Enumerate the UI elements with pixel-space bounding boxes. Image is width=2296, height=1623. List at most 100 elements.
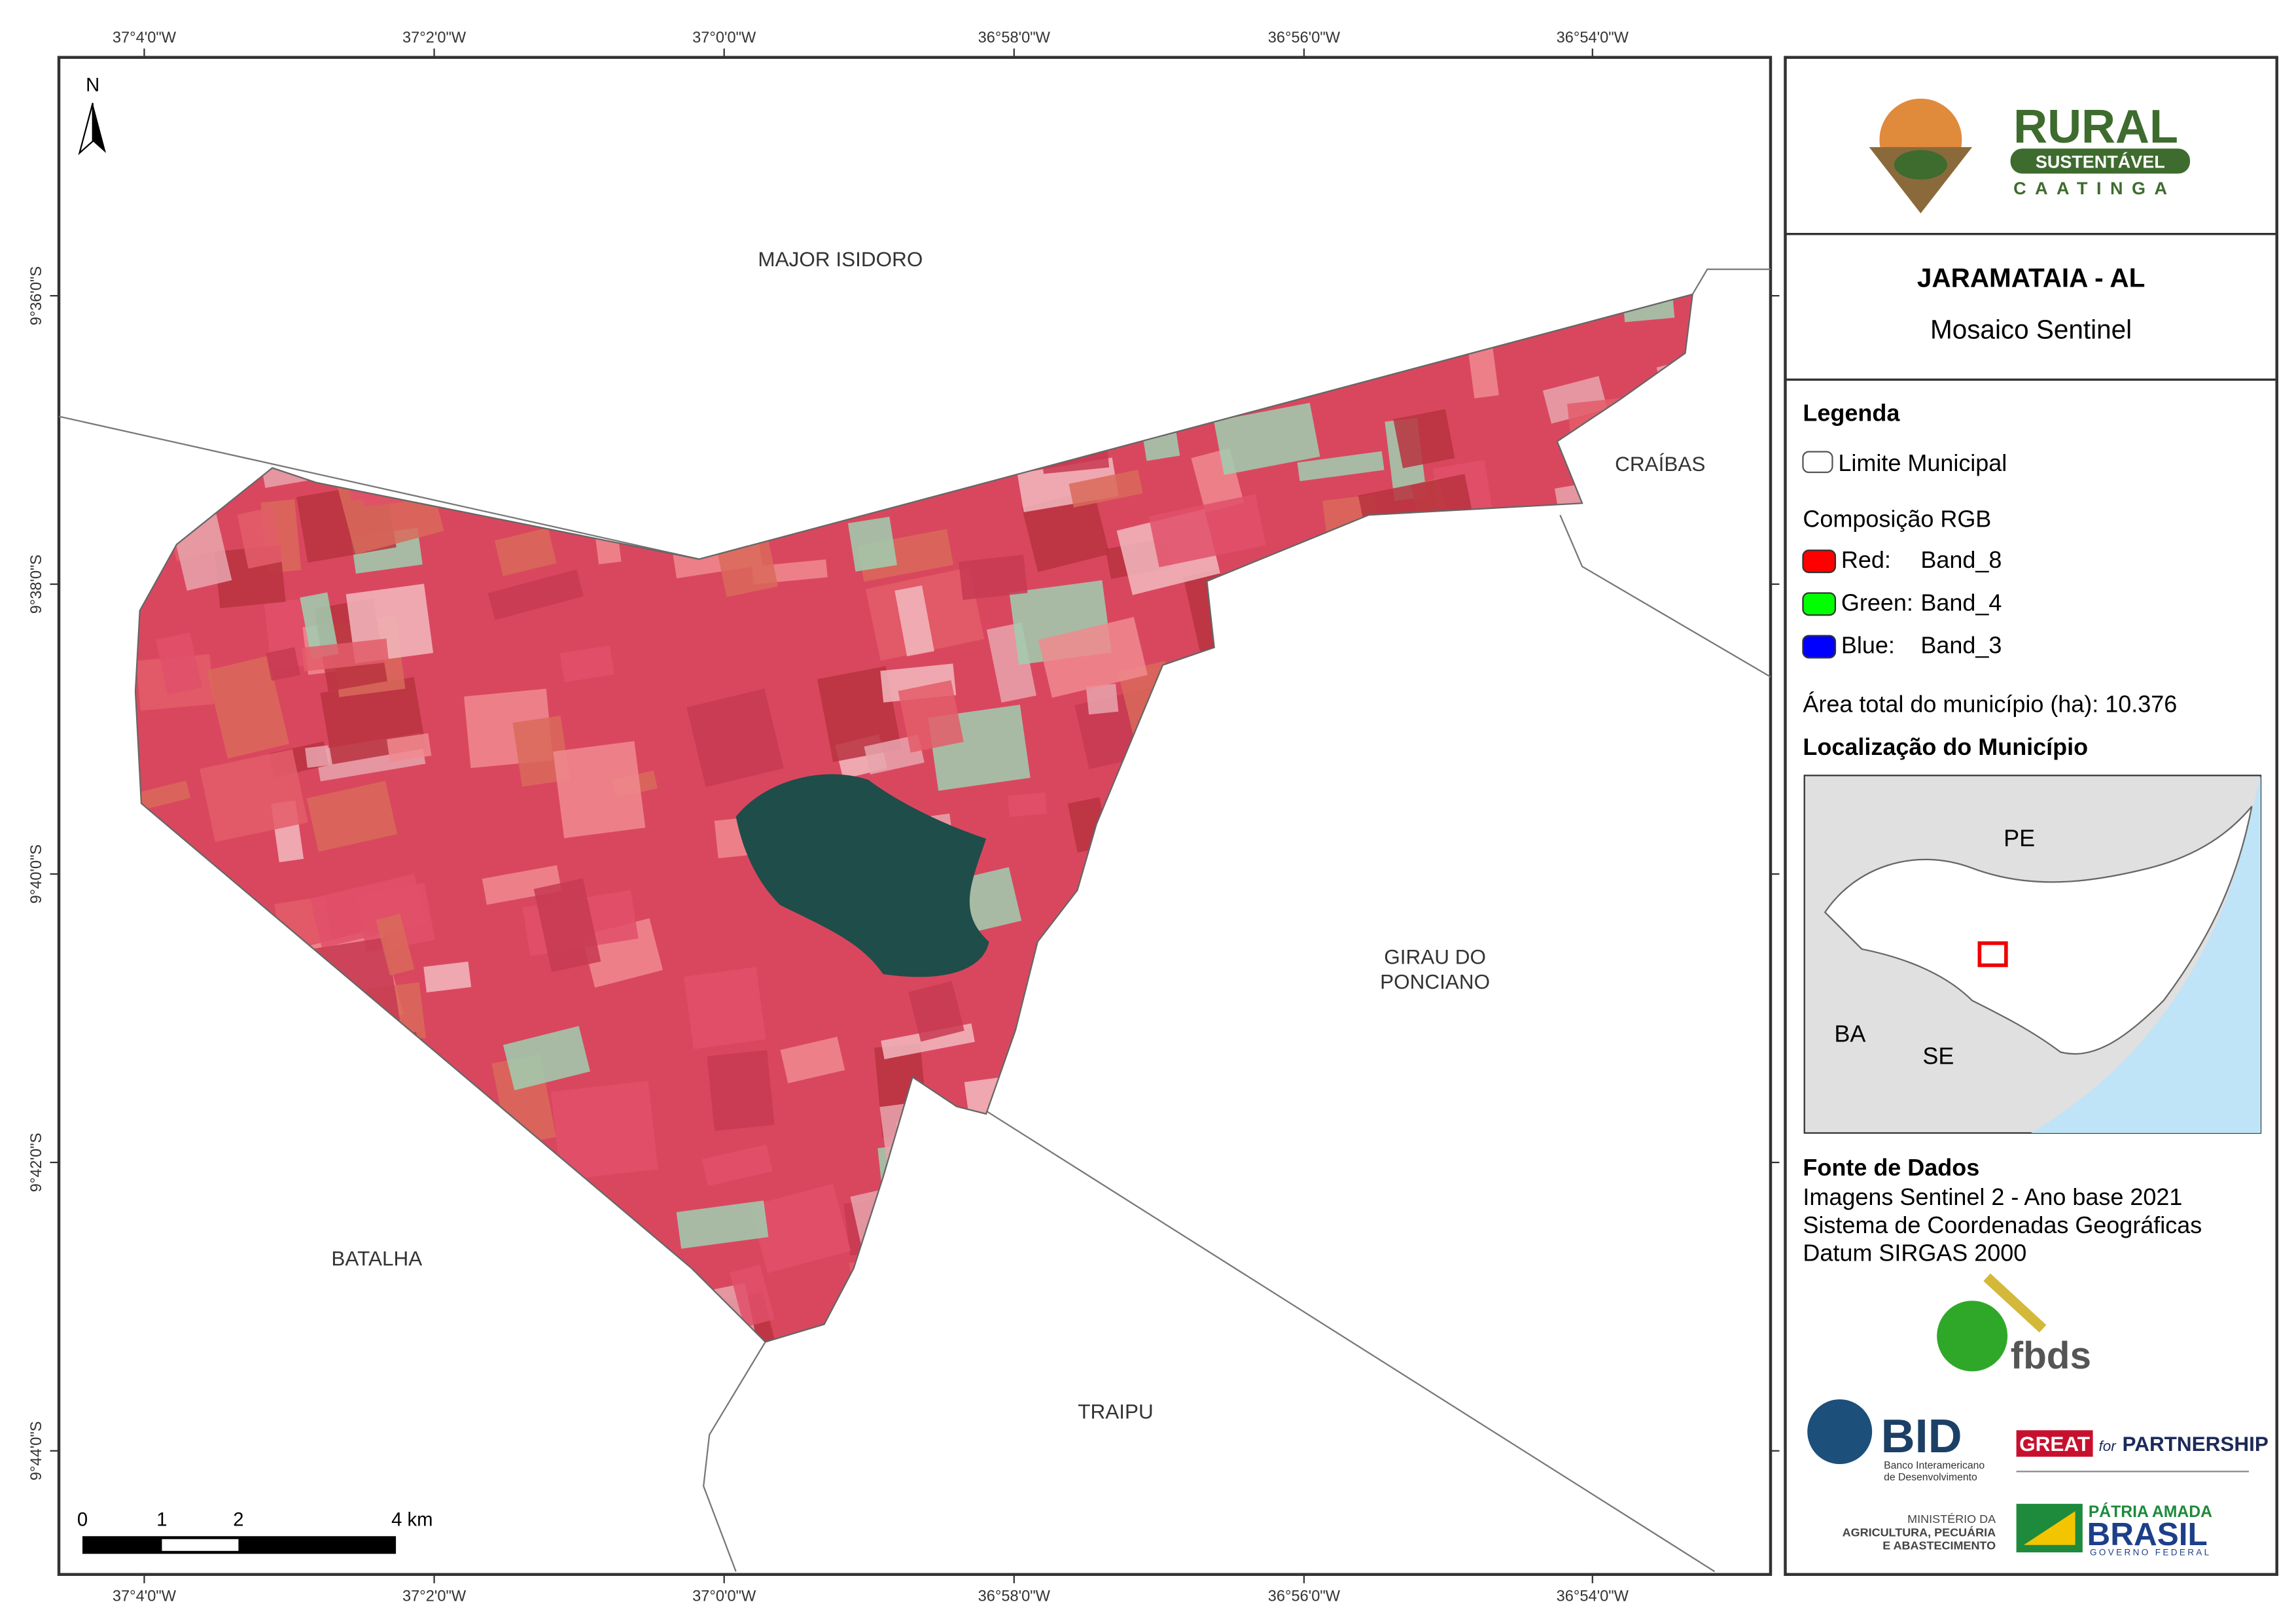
place-label: TRAIPU [1078, 1399, 1153, 1423]
bid-sub: de Desenvolvimento [1884, 1472, 1977, 1483]
field-patch [894, 585, 934, 657]
ministry-text: E ABASTECIMENTO [1882, 1539, 1996, 1552]
field-patch [717, 540, 779, 597]
band-swatch [1802, 592, 1837, 616]
field-patch [847, 516, 897, 572]
field-patch [1038, 617, 1148, 698]
field-patch [959, 554, 1028, 601]
inset-alagoas [1824, 805, 2253, 1055]
field-patch [301, 638, 389, 672]
sources-heading: Fonte de Dados [1803, 1154, 1979, 1181]
brasil-text: BRASIL [2087, 1516, 2208, 1552]
boundary-line [1691, 268, 1771, 295]
band-legend: Red: Band_8 Green: Band_4 Blue: Band_3 [1802, 546, 2002, 659]
field-patch [1021, 489, 1110, 572]
field-patch [266, 647, 300, 681]
field-patch [817, 666, 902, 762]
field-patch [550, 1081, 658, 1181]
field-patch [206, 655, 290, 759]
inset-locator [1977, 941, 2008, 968]
place-label: PONCIANO [1380, 970, 1490, 994]
band-swatch [1802, 635, 1837, 659]
longitude-label: 37°0'0"W [692, 1588, 756, 1605]
longitude-label: 36°56'0"W [1268, 1588, 1341, 1605]
field-patch [387, 733, 432, 762]
longitude-label: 36°56'0"W [1268, 29, 1341, 46]
fbds-mark [1983, 1273, 2047, 1333]
bid-logo: BID Banco Interamericano de Desenvolvime… [1807, 1399, 1985, 1483]
location-inset: PE BA SE [1803, 775, 2262, 1134]
fbds-logo: fbds [1937, 1273, 2091, 1377]
brasil-text: PÁTRIA AMADA [2089, 1503, 2212, 1521]
field-patch [1086, 684, 1119, 715]
municipal-boundaries [58, 268, 1771, 1573]
latitude-label: 9°40'0"S [28, 845, 45, 904]
government-logo: MINISTÉRIO DA AGRICULTURA, PECUÁRIA E AB… [1843, 1503, 2212, 1557]
brasil-text: GOVERNO FEDERAL [2090, 1548, 2211, 1558]
map-title: JARAMATAIA - AL [1917, 263, 2145, 293]
field-patch [1148, 494, 1266, 568]
field-patch [200, 749, 308, 843]
latitude-label: 9°44'0"S [28, 1422, 45, 1481]
band-channel: Blue: [1841, 632, 1895, 659]
field-patch [1214, 402, 1320, 476]
great-text: for [2099, 1438, 2117, 1454]
field-patch [487, 569, 584, 620]
bid-mark [1807, 1399, 1873, 1465]
source-line: Imagens Sentinel 2 - Ano base 2021 [1803, 1183, 2182, 1210]
scale-label: 4 km [391, 1510, 433, 1531]
logo-text: SUSTENTÁVEL [2036, 151, 2165, 171]
band-channel: Red: [1841, 546, 1891, 573]
longitude-label: 37°4'0"W [113, 1588, 177, 1605]
logo-text: RURAL [2013, 101, 2178, 153]
field-patch [300, 592, 340, 659]
scale-segment [162, 1539, 239, 1551]
north-arrow: N [78, 75, 106, 156]
source-line: Sistema de Coordenadas Geográficas [1803, 1212, 2202, 1238]
logo-tree [1894, 150, 1947, 180]
fbds-ball [1937, 1300, 2008, 1372]
inset-sea [2031, 775, 2261, 1133]
municipality-outline [134, 293, 1694, 1343]
scale-segment [82, 1536, 397, 1554]
boundary-line [985, 1110, 1716, 1573]
field-patch [494, 527, 557, 576]
field-patch [553, 741, 646, 839]
longitude-label: 36°54'0"W [1557, 29, 1629, 46]
field-patch [749, 1183, 851, 1274]
great-logo: GREAT for PARTNERSHIP [2016, 1430, 2269, 1473]
scale-bar: 0 1 2 4 km [77, 1510, 433, 1554]
field-patch [1069, 470, 1143, 508]
field-patch [376, 913, 415, 976]
field-patch [503, 1026, 590, 1091]
great-badge [2016, 1430, 2093, 1457]
legend-heading: Legenda [1803, 399, 1900, 426]
ministry-text: AGRICULTURA, PECUÁRIA [1843, 1525, 1996, 1539]
bid-sub: Banco Interamericano [1884, 1460, 1985, 1471]
map-subtitle: Mosaico Sentinel [1930, 314, 2132, 344]
longitude-label: 37°2'0"W [402, 1588, 467, 1605]
state-label: PE [2004, 824, 2035, 851]
field-patch [423, 961, 472, 993]
field-patch [305, 745, 331, 768]
arrow-right [92, 103, 106, 153]
field-patch [156, 632, 202, 695]
area-label: Área total do município (ha): 10.376 [1803, 691, 2177, 718]
scale-label: 0 [77, 1510, 88, 1531]
bid-text: BID [1881, 1410, 1962, 1463]
logo-text: CAATINGA [2013, 179, 2176, 198]
legend-label: Limite Municipal [1838, 449, 2007, 476]
field-patch [908, 981, 964, 1042]
north-label: N [86, 75, 99, 96]
field-patch [707, 1050, 775, 1131]
longitude-label: 37°4'0"W [113, 29, 177, 46]
field-patch [306, 780, 398, 852]
latitude-label: 9°38'0"S [28, 555, 45, 614]
longitude-label: 36°54'0"W [1557, 1588, 1629, 1605]
field-patch [684, 967, 766, 1049]
latitude-label: 9°36'0"S [28, 266, 45, 326]
source-line: Datum SIRGAS 2000 [1803, 1240, 2026, 1266]
field-patch [482, 865, 562, 905]
